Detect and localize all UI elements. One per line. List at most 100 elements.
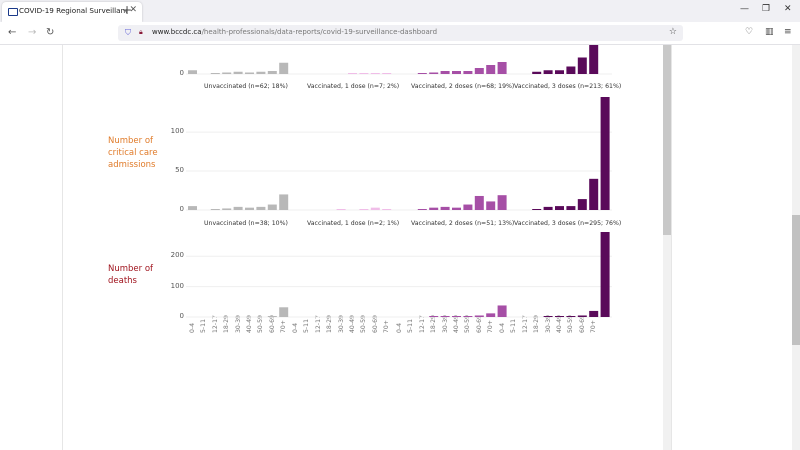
- forward-icon[interactable]: →: [28, 27, 37, 38]
- bar-critical-dose2-3[interactable]: [429, 207, 439, 210]
- browser-tab[interactable]: COVID-19 Regional Surveillance ✕: [2, 2, 142, 22]
- bar-deaths-dose2-6[interactable]: [463, 316, 473, 317]
- bar-hospital-dose2-3[interactable]: [429, 72, 439, 75]
- bar-critical-dose3-8[interactable]: [589, 178, 599, 210]
- group-caption: Vaccinated, 2 doses (n=51; 13%): [411, 220, 515, 227]
- bar-hospital-unvaccinated-6[interactable]: [256, 71, 266, 74]
- bar-critical-dose1-4[interactable]: [336, 209, 346, 210]
- bar-hospital-unvaccinated-4[interactable]: [233, 71, 243, 74]
- menu-icon[interactable]: ≡: [784, 27, 792, 37]
- bar-critical-unvaccinated-5[interactable]: [245, 207, 254, 210]
- pocket-icon[interactable]: ♡: [745, 27, 754, 37]
- bar-critical-dose3-6[interactable]: [566, 206, 576, 210]
- bar-deaths-unvaccinated-8[interactable]: [279, 307, 289, 317]
- y-tick-label: 100: [170, 281, 184, 290]
- bar-critical-unvaccinated-3[interactable]: [222, 208, 232, 210]
- reload-icon[interactable]: ↻: [46, 27, 55, 38]
- bar-critical-dose3-5[interactable]: [555, 206, 564, 210]
- bar-chart: [186, 45, 612, 318]
- bar-critical-dose3-3[interactable]: [532, 209, 542, 210]
- lock-icon[interactable]: 🔒︎: [139, 28, 143, 36]
- bar-hospital-dose1-7[interactable]: [370, 73, 380, 74]
- bar-deaths-dose3-4[interactable]: [543, 316, 553, 317]
- bar-hospital-unvaccinated-5[interactable]: [245, 72, 254, 75]
- tab-title: COVID-19 Regional Surveillance: [19, 6, 127, 15]
- bar-hospital-unvaccinated-7[interactable]: [267, 71, 277, 74]
- bookmark-star-icon[interactable]: ☆: [668, 27, 677, 37]
- restore-icon[interactable]: ❐: [762, 4, 771, 14]
- bar-hospital-dose3-8[interactable]: [589, 45, 599, 74]
- bar-hospital-dose2-8[interactable]: [486, 65, 496, 74]
- bar-hospital-dose2-4[interactable]: [440, 71, 450, 74]
- bar-hospital-dose1-6[interactable]: [359, 73, 369, 74]
- bar-critical-unvaccinated-2[interactable]: [210, 209, 220, 210]
- bar-hospital-dose3-5[interactable]: [555, 70, 564, 74]
- bar-deaths-dose2-3[interactable]: [429, 316, 439, 317]
- bar-critical-dose2-9[interactable]: [497, 195, 507, 210]
- bar-critical-dose2-4[interactable]: [440, 206, 450, 210]
- bar-deaths-dose3-6[interactable]: [566, 316, 576, 317]
- bar-deaths-dose2-4[interactable]: [440, 316, 450, 317]
- bar-hospital-dose2-9[interactable]: [497, 62, 507, 74]
- bar-critical-dose2-7[interactable]: [474, 195, 484, 210]
- bar-hospital-unvaccinated-0[interactable]: [188, 70, 197, 74]
- bar-critical-unvaccinated-7[interactable]: [267, 204, 277, 210]
- close-tab-icon[interactable]: ✕: [129, 5, 137, 15]
- minimize-icon[interactable]: —: [740, 4, 749, 14]
- group-caption: Unvaccinated (n=62; 18%): [204, 83, 288, 90]
- bar-hospital-dose3-4[interactable]: [543, 70, 553, 74]
- back-icon[interactable]: ←: [8, 27, 17, 38]
- bar-hospital-dose3-6[interactable]: [566, 66, 576, 75]
- bar-critical-dose2-8[interactable]: [486, 201, 496, 210]
- bar-critical-unvaccinated-8[interactable]: [279, 194, 289, 210]
- bar-deaths-dose2-9[interactable]: [497, 305, 507, 317]
- bar-hospital-unvaccinated-2[interactable]: [210, 73, 220, 74]
- bar-critical-dose2-6[interactable]: [463, 204, 473, 210]
- extensions-icon[interactable]: ▥: [765, 27, 774, 37]
- bar-hospital-dose3-7[interactable]: [577, 57, 587, 75]
- bar-critical-unvaccinated-4[interactable]: [233, 206, 243, 210]
- deaths-label: Number of deaths: [108, 264, 154, 286]
- bar-deaths-unvaccinated-7[interactable]: [267, 316, 277, 317]
- bar-hospital-dose2-5[interactable]: [452, 71, 461, 74]
- group-caption: Vaccinated, 1 dose (n=2; 1%): [307, 220, 400, 227]
- y-tick-label: 200: [170, 251, 184, 260]
- close-window-icon[interactable]: ✕: [784, 4, 792, 14]
- bar-critical-dose2-2[interactable]: [417, 209, 427, 210]
- bar-deaths-dose2-5[interactable]: [452, 316, 461, 317]
- bar-critical-dose1-6[interactable]: [359, 209, 369, 210]
- bar-critical-unvaccinated-0[interactable]: [188, 206, 197, 210]
- new-tab-button[interactable]: +: [122, 3, 133, 17]
- inner-scrollbar-track[interactable]: [663, 45, 671, 450]
- y-tick-label: 0: [179, 205, 184, 213]
- page-scrollbar-thumb[interactable]: [792, 215, 800, 345]
- bar-critical-dose3-7[interactable]: [577, 199, 587, 210]
- bar-critical-dose1-8[interactable]: [382, 209, 392, 210]
- bar-critical-dose2-5[interactable]: [452, 207, 461, 210]
- bar-hospital-unvaccinated-3[interactable]: [222, 72, 232, 75]
- dashboard-page: Number of critical care admissions Numbe…: [0, 45, 792, 450]
- left-divider: [62, 45, 63, 450]
- bar-hospital-dose3-3[interactable]: [532, 71, 542, 74]
- address-bar[interactable]: ⛉ 🔒︎ www.bccdc.ca/health-professionals/d…: [118, 25, 683, 41]
- group-caption: Vaccinated, 1 dose (n=7; 2%): [307, 83, 400, 90]
- bar-deaths-dose3-9[interactable]: [600, 232, 610, 317]
- bar-critical-dose3-9[interactable]: [600, 97, 610, 210]
- bar-critical-dose1-7[interactable]: [370, 207, 380, 210]
- bar-hospital-dose2-2[interactable]: [417, 73, 427, 74]
- tracking-shield-icon[interactable]: ⛉: [125, 28, 131, 37]
- bar-hospital-dose2-6[interactable]: [463, 71, 473, 74]
- bar-deaths-dose3-7[interactable]: [577, 315, 587, 317]
- bar-hospital-dose2-7[interactable]: [474, 68, 484, 74]
- bar-deaths-dose3-8[interactable]: [589, 310, 599, 317]
- bar-hospital-unvaccinated-8[interactable]: [279, 62, 289, 74]
- bar-deaths-dose2-7[interactable]: [474, 315, 484, 317]
- group-caption: Unvaccinated (n=38; 10%): [204, 220, 288, 227]
- bar-deaths-dose3-5[interactable]: [555, 316, 564, 317]
- bar-deaths-dose2-8[interactable]: [486, 313, 496, 317]
- bar-critical-unvaccinated-6[interactable]: [256, 206, 266, 210]
- inner-scrollbar-thumb[interactable]: [663, 45, 671, 235]
- bar-hospital-dose1-8[interactable]: [382, 73, 392, 74]
- bar-critical-dose3-4[interactable]: [543, 206, 553, 210]
- bar-hospital-dose1-5[interactable]: [348, 73, 357, 74]
